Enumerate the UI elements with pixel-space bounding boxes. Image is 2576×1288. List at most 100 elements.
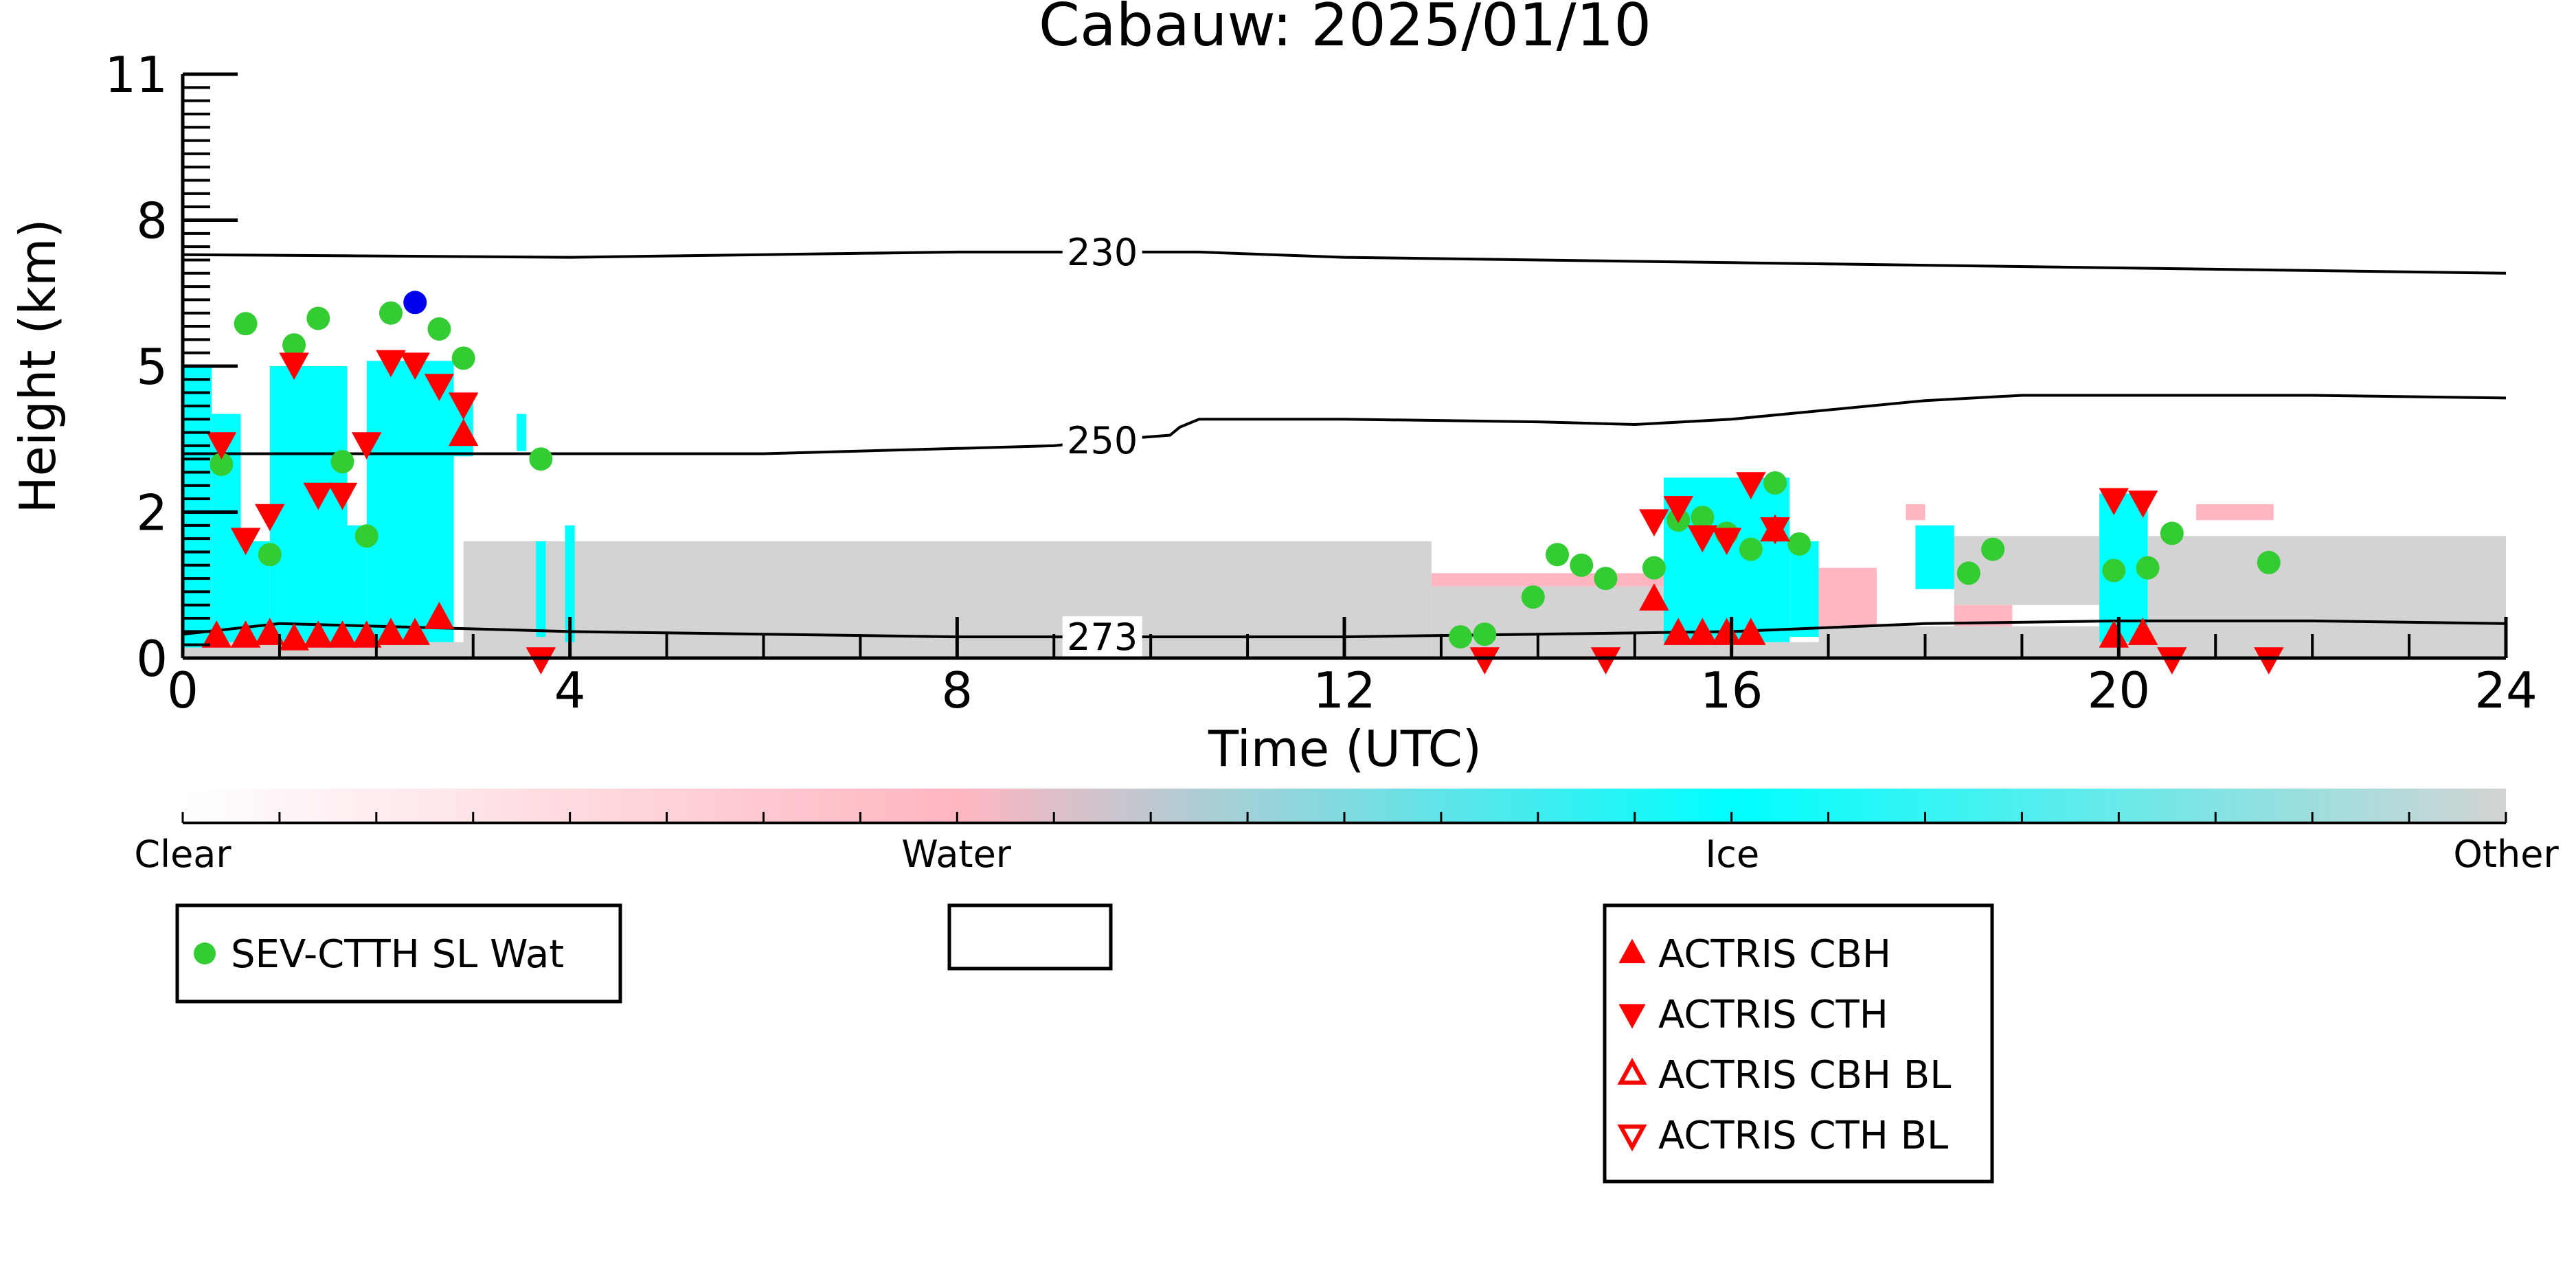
contour-250 — [183, 394, 2507, 455]
x-tick-label-5: 20 — [2088, 662, 2151, 719]
series-2-point-17 — [2099, 620, 2129, 648]
series-0-point-26 — [2102, 558, 2126, 583]
series-2-point-12 — [1663, 618, 1693, 645]
contour-273 — [182, 619, 2507, 639]
x-tick-label-3: 12 — [1313, 662, 1376, 719]
series-0-point-11 — [1449, 625, 1473, 649]
contour-label-250: 250 — [1067, 419, 1138, 462]
legend-actris: ACTRIS CBH ACTRIS CTH ACTRIS CBH BL ACTRIS … — [1603, 903, 1994, 1184]
series-2-point-7 — [376, 618, 406, 645]
series-0-point-24 — [1956, 561, 1980, 585]
series-3-point-11 — [526, 647, 556, 675]
series-0-point-3 — [282, 333, 306, 357]
legend-actris-marker-1 — [1618, 1004, 1646, 1029]
series-2-point-4 — [303, 620, 334, 648]
series-2-point-5 — [327, 620, 358, 648]
series-3-point-10 — [448, 392, 479, 420]
series-2-point-9 — [424, 602, 455, 629]
series-2-point-14 — [1711, 618, 1742, 645]
series-0-point-28 — [2160, 521, 2184, 545]
x-tick-label-1: 4 — [554, 662, 586, 719]
x-axis-label: Time (UTC) — [1208, 720, 1482, 778]
cloud-ice-region-5 — [366, 361, 454, 642]
series-3-point-15 — [1663, 496, 1693, 523]
temperature-contours: 230 250 273 — [182, 231, 2507, 659]
series-0-point-7 — [379, 301, 403, 325]
series-3-point-22 — [2157, 647, 2187, 675]
series-3-point-4 — [303, 482, 334, 510]
contour-label-bg-250 — [1062, 420, 1142, 462]
series-3-point-6 — [351, 432, 382, 460]
series-0-point-29 — [2257, 550, 2281, 574]
colorbar-ticks: Clear Water Ice Other — [134, 812, 2559, 876]
series-2-point-10 — [448, 418, 479, 447]
cloud-ice-region-12 — [1915, 525, 1954, 589]
colorbar-label-ice: Ice — [1705, 833, 1759, 876]
series-0-point-0 — [210, 452, 234, 476]
legend-actris-marker-0 — [1618, 938, 1646, 964]
series-0-point-6 — [354, 524, 379, 548]
cloud-other-region-3 — [1818, 626, 2100, 658]
cloud-water-region-4 — [1906, 504, 1925, 521]
x-tick-label-6: 24 — [2474, 662, 2538, 719]
series-2-point-13 — [1687, 618, 1718, 645]
series-3-point-13 — [1590, 647, 1621, 675]
y-tick-label-2: 5 — [136, 338, 168, 396]
contour-label-230: 230 — [1067, 231, 1138, 274]
colorbar-label-clear: Clear — [134, 833, 231, 876]
legend-actris-label-3: ACTRIS CTH BL — [1658, 1114, 1948, 1158]
series-2-point-2 — [255, 618, 285, 645]
y-ticks: 0 2 5 8 11 — [104, 46, 238, 688]
chart-title: Cabauw: 2025/01/10 — [1039, 0, 1651, 60]
cloud-water-region-1 — [1818, 567, 1877, 626]
contour-label-bg-273 — [1062, 616, 1142, 658]
series-1-point-0 — [403, 291, 427, 315]
series-0-point-14 — [1546, 543, 1570, 567]
series-3-point-17 — [1711, 528, 1742, 555]
legend-actris-label-0: ACTRIS CBH — [1658, 932, 1891, 977]
contour-label-273: 273 — [1067, 615, 1138, 659]
series-3-point-18 — [1736, 472, 1766, 499]
y-axis-label: Height (km) — [9, 219, 67, 514]
cloud-ice-region-7 — [517, 414, 527, 451]
y-tick-label-0: 0 — [136, 630, 168, 688]
cloud-ice-region-9 — [565, 525, 575, 642]
x-ticks: 0 4 8 12 16 20 24 — [167, 617, 2538, 719]
legend-sev-label-0: SEV-CTTH SL Wat — [231, 932, 564, 977]
series-0-point-16 — [1594, 567, 1618, 591]
legend-actris-label-1: ACTRIS CTH — [1658, 993, 1888, 1037]
axes: 0 2 5 8 11 0 4 8 12 16 20 24 — [104, 46, 2537, 719]
series-0-point-23 — [1787, 532, 1811, 556]
data-markers — [201, 291, 2284, 675]
series-0-point-15 — [1570, 553, 1594, 577]
legend-sev-box — [175, 903, 622, 1004]
series-3-point-20 — [2099, 488, 2129, 516]
series-0-point-1 — [234, 312, 258, 336]
cloud-water-region-3 — [2196, 504, 2274, 521]
y-tick-label-1: 2 — [136, 484, 168, 542]
legend-sev-marker-0 — [194, 942, 216, 964]
series-3-point-19 — [1760, 517, 1790, 545]
cloud-other-region-0 — [463, 541, 1432, 658]
series-3-point-12 — [1469, 647, 1500, 675]
series-0-point-10 — [529, 447, 553, 471]
series-3-point-7 — [376, 350, 406, 378]
series-2-point-15 — [1736, 618, 1766, 645]
series-3-point-23 — [2254, 647, 2284, 675]
series-3-point-0 — [206, 432, 237, 460]
cloud-mask — [183, 361, 2506, 658]
legend-empty-box — [947, 903, 1113, 971]
series-2-point-0 — [201, 620, 232, 648]
series-2-point-3 — [279, 623, 309, 651]
x-tick-label-4: 16 — [1700, 662, 1763, 719]
legend-sev: SEV-CTTH SL Wat — [175, 903, 622, 1004]
series-3-point-14 — [1639, 509, 1669, 536]
series-3-point-1 — [230, 528, 261, 555]
series-2-point-18 — [2127, 618, 2158, 645]
cloud-ice-region-11 — [1789, 541, 1819, 637]
series-0-point-22 — [1763, 471, 1787, 495]
x-tick-label-0: 0 — [167, 662, 199, 719]
series-0-point-9 — [451, 346, 475, 370]
y-tick-label-4: 11 — [104, 46, 168, 104]
series-3-point-9 — [424, 374, 455, 401]
